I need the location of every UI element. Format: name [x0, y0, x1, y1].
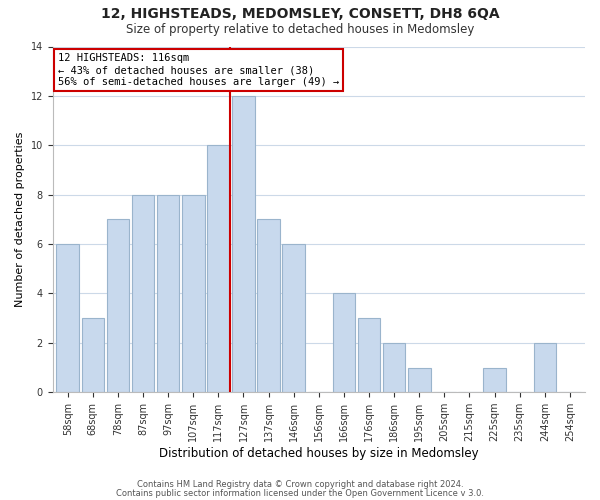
Bar [257, 220, 280, 392]
Text: 12 HIGHSTEADS: 116sqm
← 43% of detached houses are smaller (38)
56% of semi-deta: 12 HIGHSTEADS: 116sqm ← 43% of detached … [58, 54, 339, 86]
Bar [383, 343, 406, 392]
Bar [232, 96, 255, 392]
Text: Size of property relative to detached houses in Medomsley: Size of property relative to detached ho… [126, 22, 474, 36]
Bar [82, 318, 104, 392]
Bar [182, 194, 205, 392]
Bar [484, 368, 506, 392]
Bar [56, 244, 79, 392]
Bar [207, 146, 230, 392]
Bar [332, 294, 355, 392]
Text: Contains HM Land Registry data © Crown copyright and database right 2024.: Contains HM Land Registry data © Crown c… [137, 480, 463, 489]
Bar [132, 194, 154, 392]
Bar [408, 368, 431, 392]
Text: Contains public sector information licensed under the Open Government Licence v : Contains public sector information licen… [116, 488, 484, 498]
Y-axis label: Number of detached properties: Number of detached properties [15, 132, 25, 307]
X-axis label: Distribution of detached houses by size in Medomsley: Distribution of detached houses by size … [159, 447, 479, 460]
Text: 12, HIGHSTEADS, MEDOMSLEY, CONSETT, DH8 6QA: 12, HIGHSTEADS, MEDOMSLEY, CONSETT, DH8 … [101, 8, 499, 22]
Bar [358, 318, 380, 392]
Bar [283, 244, 305, 392]
Bar [107, 220, 129, 392]
Bar [157, 194, 179, 392]
Bar [533, 343, 556, 392]
